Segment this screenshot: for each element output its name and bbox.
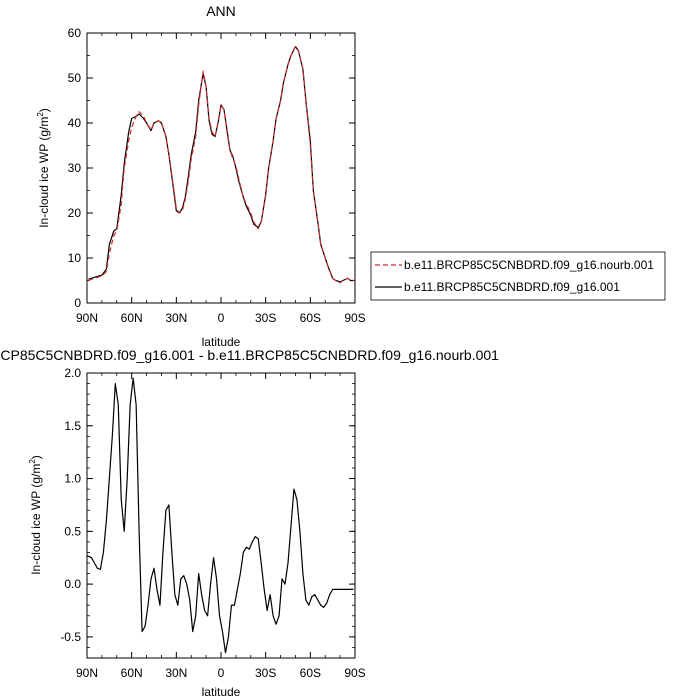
top-ytick-labels: 0 10 20 30 40 50 60 bbox=[68, 26, 82, 310]
bottom-ylabel-sup: 2 bbox=[28, 459, 37, 464]
bottom-xtick-label: 0 bbox=[218, 666, 225, 680]
bottom-xtick-labels: 90N 60N 30N 0 30S 60S 90S bbox=[76, 666, 366, 680]
top-xtick-labels: 90N 60N 30N 0 30S 60S 90S bbox=[76, 311, 366, 325]
top-ylabel: In-cloud ice WP (g/m2) bbox=[36, 108, 51, 228]
bottom-xtick-label: 90N bbox=[76, 666, 98, 680]
bottom-ytick-label: 1.5 bbox=[64, 419, 81, 433]
top-xtick-label: 30N bbox=[165, 311, 187, 325]
top-plot-frame bbox=[86, 32, 356, 304]
top-panel: ANN 0 10 20 30 40 50 60 90N 60N 30N 0 30S 60S 90S la… bbox=[36, 3, 366, 349]
bottom-title-text: b.e11.BRCP85C5CNBDRD.f09_g16.001 - b.e11… bbox=[0, 347, 499, 363]
bottom-xtick-label: 30S bbox=[255, 666, 276, 680]
legend: b.e11.BRCP85C5CNBDRD.f09_g16.nourb.001 b… bbox=[370, 251, 666, 301]
bottom-ytick-label: -0.5 bbox=[60, 630, 81, 644]
bottom-ylabel-close: ) bbox=[29, 455, 43, 459]
top-ylabel-text: In-cloud ice WP (g/m bbox=[37, 117, 51, 228]
bottom-plot-frame bbox=[86, 372, 356, 659]
bottom-series-group bbox=[86, 377, 354, 654]
top-title: ANN bbox=[206, 3, 236, 19]
top-ytick-label: 10 bbox=[68, 251, 82, 265]
bottom-ylabel-text: In-cloud ice WP (g/m bbox=[29, 464, 43, 575]
bottom-xtick-label: 90S bbox=[344, 666, 365, 680]
bottom-xtick-label: 60N bbox=[121, 666, 143, 680]
top-xtick-label: 90N bbox=[76, 311, 98, 325]
top-series-line-0 bbox=[88, 45, 354, 284]
bottom-ticks bbox=[86, 372, 356, 659]
top-xtick-label: 90S bbox=[344, 311, 365, 325]
top-ylabel-sup: 2 bbox=[36, 112, 45, 117]
top-series-group bbox=[88, 45, 354, 284]
top-ytick-label: 20 bbox=[68, 206, 82, 220]
bottom-ytick-label: 1.0 bbox=[64, 472, 81, 486]
bottom-xtick-label: 60S bbox=[300, 666, 321, 680]
top-xlabel: latitude bbox=[202, 335, 241, 349]
bottom-ylabel: In-cloud ice WP (g/m2) bbox=[28, 455, 43, 575]
legend-label-nourb: b.e11.BRCP85C5CNBDRD.f09_g16.nourb.001 bbox=[404, 258, 654, 272]
bottom-ytick-label: 0.5 bbox=[64, 524, 81, 538]
bottom-xtick-label: 30N bbox=[165, 666, 187, 680]
bottom-series-line-0 bbox=[86, 377, 354, 654]
top-ylabel-close: ) bbox=[37, 108, 51, 112]
legend-box bbox=[370, 251, 666, 301]
bottom-title: b.e11.BRCP85C5CNBDRD.f09_g16.001 - b.e11… bbox=[0, 347, 499, 363]
top-xtick-label: 60N bbox=[121, 311, 143, 325]
bottom-xlabel: latitude bbox=[202, 685, 241, 699]
top-series-line-1 bbox=[88, 45, 354, 283]
top-ytick-label: 50 bbox=[68, 71, 82, 85]
top-ytick-label: 30 bbox=[68, 161, 82, 175]
bottom-ytick-label: 2.0 bbox=[64, 366, 81, 380]
top-ytick-label: 40 bbox=[68, 116, 82, 130]
top-ytick-label: 60 bbox=[68, 26, 82, 40]
top-xtick-label: 30S bbox=[255, 311, 276, 325]
legend-label-base: b.e11.BRCP85C5CNBDRD.f09_g16.001 bbox=[404, 280, 620, 294]
top-ytick-label: 0 bbox=[74, 296, 81, 310]
top-ticks bbox=[86, 32, 356, 304]
bottom-panel: b.e11.BRCP85C5CNBDRD.f09_g16.001 - b.e11… bbox=[0, 347, 499, 699]
top-xtick-label: 60S bbox=[300, 311, 321, 325]
bottom-ytick-labels: -0.5 0.0 0.5 1.0 1.5 2.0 bbox=[60, 366, 81, 644]
bottom-ytick-label: 0.0 bbox=[64, 577, 81, 591]
top-xtick-label: 0 bbox=[218, 311, 225, 325]
